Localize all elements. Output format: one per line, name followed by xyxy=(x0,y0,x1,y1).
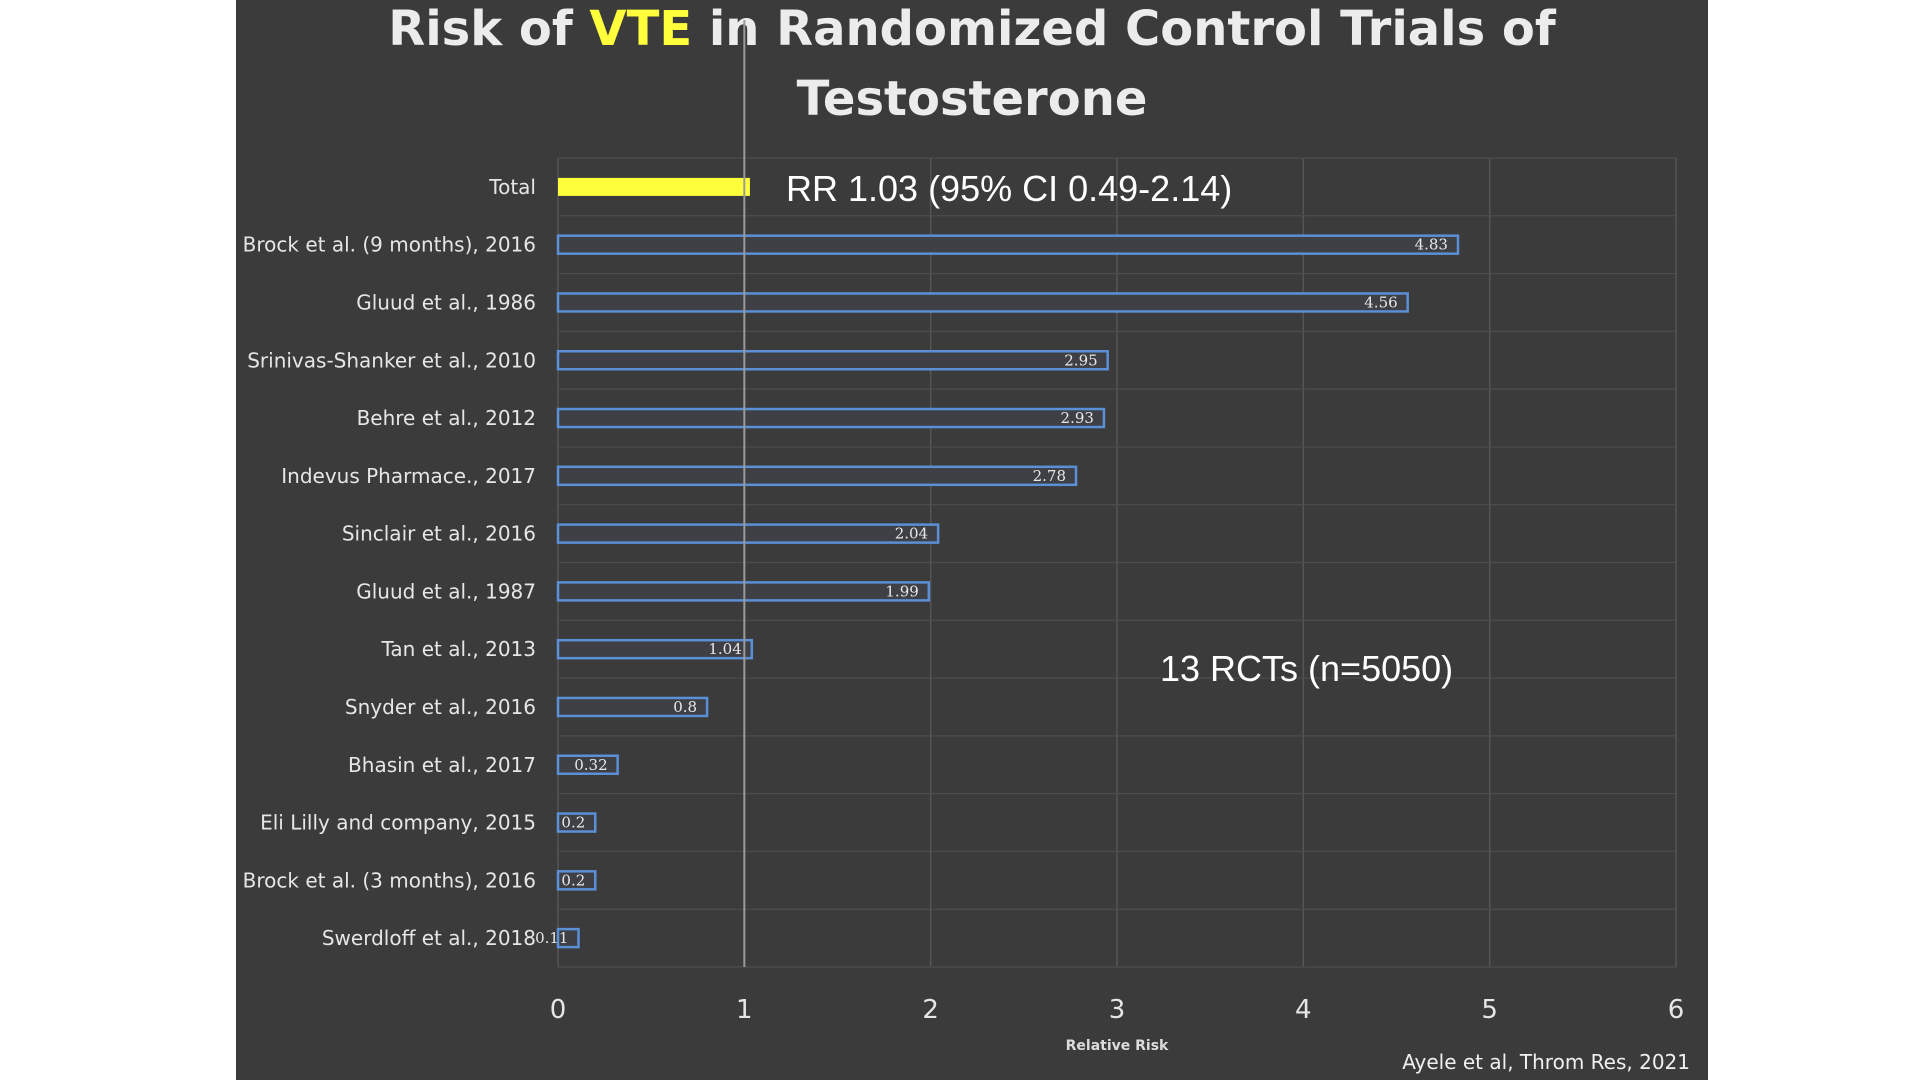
title-line2: Testosterone xyxy=(796,71,1148,127)
summary-annotation: RR 1.03 (95% CI 0.49-2.14) xyxy=(786,168,1233,209)
chart-title: Risk of VTE in Randomized Control Trials… xyxy=(236,0,1708,134)
category-label-9: Snyder et al., 2016 xyxy=(345,695,536,719)
title-part2: in Randomized Control Trials of xyxy=(692,1,1556,57)
data-label-7: 1.99 xyxy=(885,582,918,600)
category-label-4: Behre et al., 2012 xyxy=(357,406,536,430)
data-label-2: 4.56 xyxy=(1364,293,1397,311)
data-label-6: 2.04 xyxy=(895,525,928,543)
bar-12 xyxy=(556,870,597,891)
category-label-1: Brock et al. (9 months), 2016 xyxy=(243,233,536,257)
bar-1 xyxy=(556,234,1460,255)
title-highlight: VTE xyxy=(589,1,693,57)
bar-13 xyxy=(556,927,580,949)
data-label-13: 0.11 xyxy=(535,929,568,947)
source-citation: Ayele et al, Throm Res, 2021 xyxy=(1402,1050,1690,1074)
data-label-5: 2.78 xyxy=(1033,467,1066,485)
data-label-11: 0.2 xyxy=(561,814,585,832)
x-tick-label-1: 1 xyxy=(736,995,753,1025)
x-tick-label-6: 6 xyxy=(1668,995,1685,1025)
category-label-12: Brock et al. (3 months), 2016 xyxy=(243,868,536,892)
bar-chart: Total 4.83 Brock et al. (9 months), 2016 4.… xyxy=(243,20,1685,1054)
category-label-13: Swerdloff et al., 2018 xyxy=(322,926,536,950)
category-label-7: Gluud et al., 1987 xyxy=(356,579,536,603)
category-label-0: Total xyxy=(488,175,536,199)
bar-total xyxy=(558,177,750,196)
data-label-8: 1.04 xyxy=(708,640,741,658)
category-label-2: Gluud et al., 1986 xyxy=(356,290,536,314)
bar-11 xyxy=(556,812,597,833)
rct-count-annotation: 13 RCTs (n=5050) xyxy=(1160,648,1454,689)
data-label-1: 4.83 xyxy=(1415,236,1448,254)
category-label-11: Eli Lilly and company, 2015 xyxy=(260,811,536,835)
category-label-6: Sinclair et al., 2016 xyxy=(342,522,536,546)
bar-5 xyxy=(556,465,1078,487)
data-label-4: 2.93 xyxy=(1061,409,1094,427)
slide: Risk of VTE in Randomized Control Trials… xyxy=(236,0,1708,1080)
category-label-3: Srinivas-Shanker et al., 2010 xyxy=(247,348,536,372)
bar-4 xyxy=(556,407,1106,429)
bar-2 xyxy=(556,292,1409,313)
category-label-5: Indevus Pharmace., 2017 xyxy=(281,464,536,488)
x-axis-title: Relative Risk xyxy=(1066,1038,1169,1054)
x-tick-label-5: 5 xyxy=(1481,995,1498,1025)
bar-9 xyxy=(556,696,709,718)
title-part1: Risk of xyxy=(388,1,590,57)
data-label-10: 0.32 xyxy=(574,756,607,774)
x-tick-label-4: 4 xyxy=(1295,995,1312,1025)
bar-6 xyxy=(556,523,940,544)
bar-8 xyxy=(556,638,754,660)
x-tick-label-2: 2 xyxy=(922,995,939,1025)
data-label-12: 0.2 xyxy=(561,871,585,889)
category-label-8: Tan et al., 2013 xyxy=(381,637,536,661)
x-tick-label-0: 0 xyxy=(550,995,567,1025)
data-label-9: 0.8 xyxy=(673,698,697,716)
x-tick-label-3: 3 xyxy=(1109,995,1126,1025)
bar-3 xyxy=(556,350,1109,371)
bar-10 xyxy=(556,754,619,775)
category-label-10: Bhasin et al., 2017 xyxy=(348,753,536,777)
data-label-3: 2.95 xyxy=(1064,351,1097,369)
